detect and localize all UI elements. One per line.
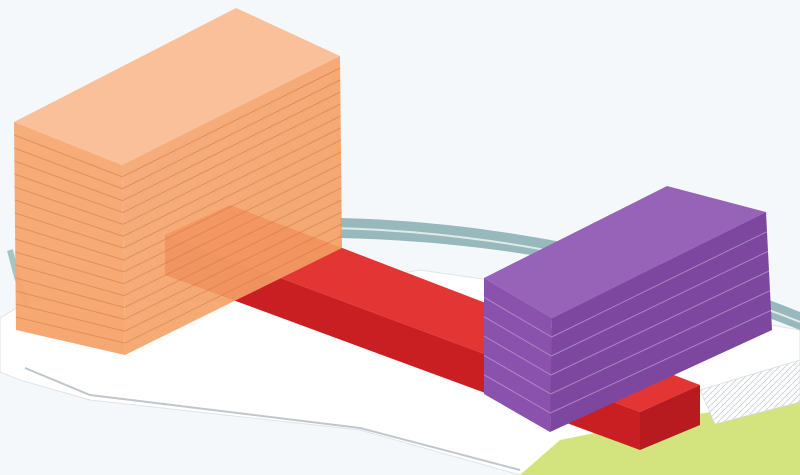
- floor-line: [122, 79, 341, 190]
- floor-line: [483, 354, 551, 395]
- purple-block-front: [484, 278, 552, 432]
- floor-line: [483, 296, 552, 338]
- floor-line: [14, 160, 123, 202]
- floor-line: [123, 187, 342, 297]
- purple-block-top: [484, 186, 766, 318]
- floor-line: [15, 290, 125, 320]
- orange-block-side: [122, 56, 342, 355]
- floor-line: [124, 223, 342, 332]
- floor-line: [550, 309, 772, 414]
- floor-line: [13, 134, 123, 178]
- floor-line: [550, 270, 770, 376]
- orange-block-top: [14, 8, 340, 165]
- ground-edge: [24, 367, 521, 471]
- hatched-area: [699, 359, 800, 425]
- floor-line: [123, 163, 342, 273]
- floor-line: [15, 303, 125, 332]
- floor-line: [14, 147, 123, 190]
- floor-line: [15, 316, 125, 344]
- floor-line: [551, 250, 769, 357]
- purple-floor-lines: [483, 231, 772, 414]
- floor-line: [124, 211, 342, 320]
- floor-line: [123, 175, 342, 285]
- floor-line: [122, 127, 341, 237]
- floor-line: [14, 238, 124, 273]
- floor-line: [123, 151, 342, 261]
- floor-line: [124, 199, 342, 308]
- floor-line: [14, 173, 123, 213]
- floor-line: [15, 251, 125, 285]
- red-block-side: [640, 385, 700, 450]
- orange-floor-lines: [13, 67, 343, 344]
- floor-line: [122, 91, 341, 202]
- floor-line: [483, 316, 552, 357]
- floor-line: [122, 103, 341, 213]
- floor-line: [14, 186, 124, 225]
- floor-line: [123, 139, 342, 249]
- floor-line: [550, 290, 771, 395]
- floor-line: [483, 335, 552, 376]
- floor-line: [15, 277, 125, 308]
- floor-line: [122, 115, 341, 225]
- floor-line: [121, 67, 341, 178]
- floor-line: [483, 374, 551, 414]
- orange-block-front: [14, 122, 125, 355]
- floor-line: [124, 235, 343, 344]
- floor-line: [551, 231, 768, 338]
- purple-block: [483, 186, 772, 432]
- road-band: [340, 218, 800, 330]
- orange-block: [13, 8, 343, 355]
- floor-line: [15, 264, 125, 297]
- floor-line: [14, 225, 124, 261]
- floor-line: [14, 212, 124, 249]
- floor-line: [14, 199, 124, 237]
